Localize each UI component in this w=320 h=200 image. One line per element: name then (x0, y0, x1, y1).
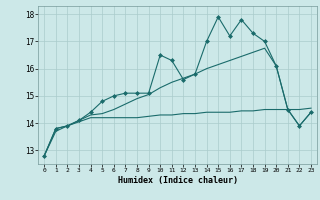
X-axis label: Humidex (Indice chaleur): Humidex (Indice chaleur) (118, 176, 238, 185)
